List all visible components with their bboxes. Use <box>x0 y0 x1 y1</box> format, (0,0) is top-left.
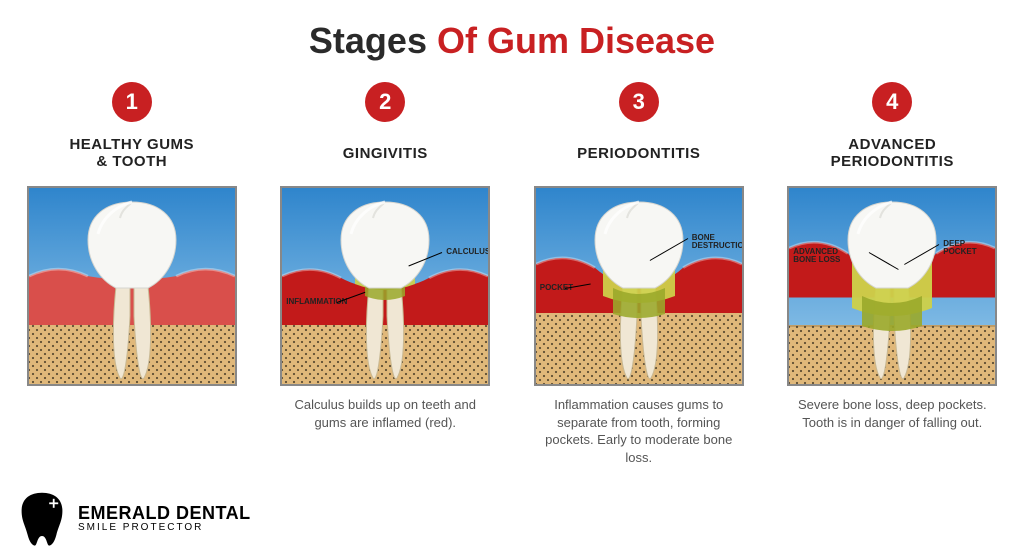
stage-description: Inflammation causes gums to separate fro… <box>534 396 744 466</box>
stage-badge: 4 <box>872 82 912 122</box>
brand-logo: EMERALD DENTAL SMILE PROTECTOR <box>12 488 251 548</box>
stage-4: 4 ADVANCED PERIODONTITIS ADVANCED BONE LO… <box>772 82 1012 466</box>
callout-label: DEEP POCKET <box>943 240 995 257</box>
stage-3: 3 PERIODONTITIS POCKET BONE DESTRUCTION Inf… <box>519 82 759 466</box>
callout-label: INFLAMMATION <box>286 298 347 306</box>
callout-label: ADVANCED BONE LOSS <box>793 248 840 265</box>
stage-panel: POCKET BONE DESTRUCTION <box>534 186 744 386</box>
stage-badge: 1 <box>112 82 152 122</box>
stage-1: 1 HEALTHY GUMS & TOOTH <box>12 82 252 466</box>
tooth-logo-icon <box>12 488 72 548</box>
callout-label: POCKET <box>540 284 573 292</box>
stage-name: GINGIVITIS <box>343 132 428 174</box>
callout-label: CALCULUS <box>446 248 490 256</box>
title-part2: Of Gum Disease <box>437 20 715 61</box>
stage-panel: INFLAMMATION CALCULUS <box>280 186 490 386</box>
stage-name: HEALTHY GUMS & TOOTH <box>69 132 194 174</box>
stage-description: Calculus builds up on teeth and gums are… <box>280 396 490 431</box>
title-part1: Stages <box>309 20 437 61</box>
stages-row: 1 HEALTHY GUMS & TOOTH 2 GINGIVITIS INFLAM… <box>0 62 1024 466</box>
stage-badge: 2 <box>365 82 405 122</box>
logo-name: EMERALD DENTAL <box>78 503 251 524</box>
stage-badge: 3 <box>619 82 659 122</box>
stage-description: Severe bone loss, deep pockets. Tooth is… <box>787 396 997 431</box>
page-title: Stages Of Gum Disease <box>0 0 1024 62</box>
logo-tagline: SMILE PROTECTOR <box>78 522 251 533</box>
stage-2: 2 GINGIVITIS INFLAMMATION CALCULUS Calculus… <box>265 82 505 466</box>
stage-panel: ADVANCED BONE LOSS DEEP POCKET <box>787 186 997 386</box>
stage-name: ADVANCED PERIODONTITIS <box>831 132 954 174</box>
stage-name: PERIODONTITIS <box>577 132 700 174</box>
callout-label: BONE DESTRUCTION <box>692 234 744 251</box>
stage-panel <box>27 186 237 386</box>
